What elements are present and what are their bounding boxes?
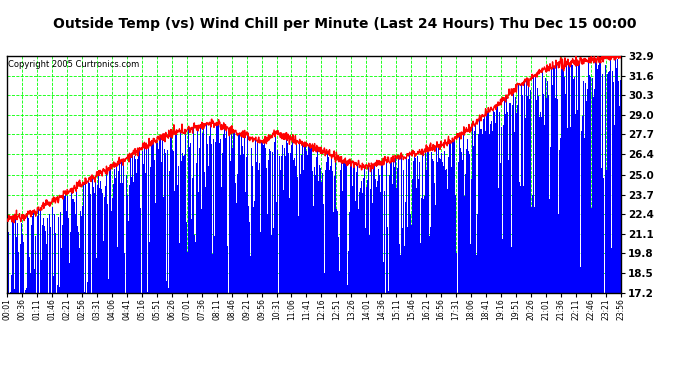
Text: Copyright 2005 Curtronics.com: Copyright 2005 Curtronics.com — [8, 60, 139, 69]
Text: Outside Temp (vs) Wind Chill per Minute (Last 24 Hours) Thu Dec 15 00:00: Outside Temp (vs) Wind Chill per Minute … — [53, 17, 637, 31]
